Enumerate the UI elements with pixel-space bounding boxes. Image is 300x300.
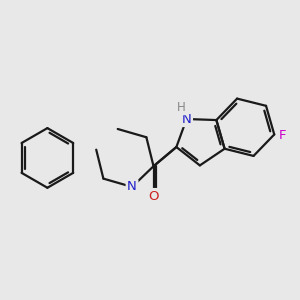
Text: N: N — [127, 180, 137, 194]
Text: F: F — [279, 129, 286, 142]
Text: H: H — [177, 101, 186, 114]
Text: N: N — [182, 112, 191, 125]
Text: O: O — [148, 190, 159, 202]
